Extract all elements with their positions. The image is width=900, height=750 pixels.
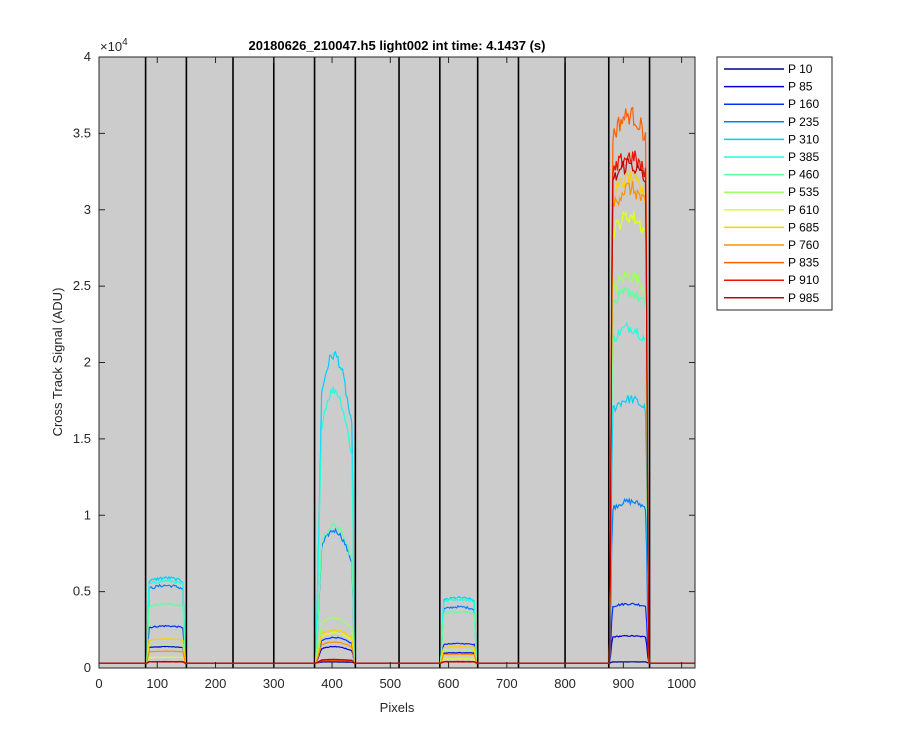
x-tick-label: 100 [146,676,168,691]
legend-label: P 610 [788,203,819,217]
x-tick-label: 700 [496,676,518,691]
plot-background [99,57,695,668]
legend-box [716,56,833,311]
legend-label: P 835 [788,256,819,270]
vertical-lines-group [144,57,651,668]
legend-label: P 910 [788,273,819,287]
legend-label: P 535 [788,185,819,199]
x-tick-label: 200 [205,676,227,691]
legend: P 10 P 85 P 160 P 235 P 310 P 385 P 460 P 535 P … [716,56,833,311]
y-tick-label: 1 [84,507,91,522]
legend-label: P 235 [788,115,819,129]
y-tick-label: 3.5 [73,125,91,140]
x-tick-label: 800 [554,676,576,691]
series-line-p-985 [99,157,695,664]
x-tick-label: 500 [379,676,401,691]
y-tick-label: 4 [84,49,91,64]
x-tick-label: 300 [263,676,285,691]
y-tick-label: 2.5 [73,278,91,293]
y-tick-label: 1.5 [73,431,91,446]
y-tick-label: 2 [84,355,91,370]
x-tick-label: 900 [612,676,634,691]
legend-label: P 310 [788,132,819,146]
x-tick-label: 1000 [667,676,696,691]
legend-label: P 760 [788,238,819,252]
y-tick-label: 0 [84,660,91,675]
x-axis-label: Pixels [380,700,415,715]
series-lines-group [99,106,695,664]
x-axis: 0 100 200 300 400 500 600 700 800 900 1000 [95,57,696,691]
x-tick-label: 0 [95,676,102,691]
y-axis-label: Cross Track Signal (ADU) [50,288,65,437]
y-axis: 0 0.5 1 1.5 2 2.5 3 3.5 4 [73,49,695,675]
y-tick-label: 0.5 [73,584,91,599]
legend-label: P 460 [788,168,819,182]
legend-label: P 985 [788,291,819,305]
legend-label: P 85 [788,80,813,94]
x-tick-label: 600 [438,676,460,691]
legend-label: P 10 [788,62,813,76]
x-tick-label: 400 [321,676,343,691]
legend-label: P 160 [788,97,819,111]
legend-label: P 685 [788,220,819,234]
y-axis-exponent: ×104 [100,37,128,54]
chart-title: 20180626_210047.h5 light002 int time: 4.… [248,38,545,53]
legend-label: P 385 [788,150,819,164]
y-tick-label: 3 [84,202,91,217]
